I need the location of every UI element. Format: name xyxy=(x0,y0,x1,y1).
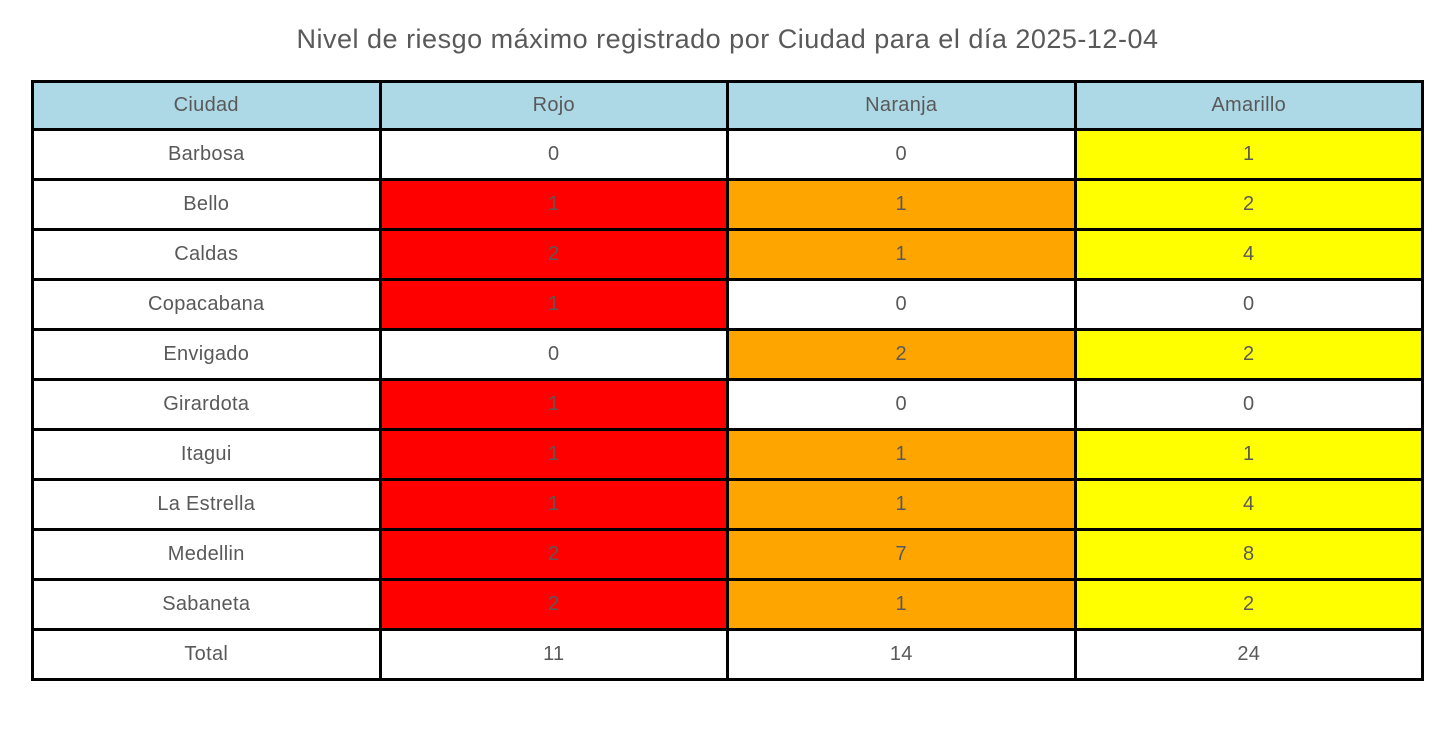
amarillo-cell: 1 xyxy=(1073,428,1424,481)
naranja-cell: 7 xyxy=(726,528,1077,581)
table-row: Medellin 2 7 8 xyxy=(31,528,1424,581)
rojo-cell: 0 xyxy=(378,128,729,181)
rojo-cell: 11 xyxy=(378,628,729,681)
header-row: Ciudad Rojo Naranja Amarillo xyxy=(31,80,1424,131)
city-cell: Itagui xyxy=(31,428,382,481)
city-cell: Sabaneta xyxy=(31,578,382,631)
rojo-cell: 0 xyxy=(378,328,729,381)
rojo-cell: 1 xyxy=(378,378,729,431)
rojo-cell: 2 xyxy=(378,528,729,581)
amarillo-cell: 4 xyxy=(1073,478,1424,531)
table-row: Copacabana 1 0 0 xyxy=(31,278,1424,331)
amarillo-cell: 1 xyxy=(1073,128,1424,181)
city-cell: Girardota xyxy=(31,378,382,431)
total-row: Total 11 14 24 xyxy=(31,628,1424,681)
amarillo-cell: 2 xyxy=(1073,328,1424,381)
naranja-cell: 0 xyxy=(726,378,1077,431)
amarillo-cell: 24 xyxy=(1073,628,1424,681)
amarillo-cell: 2 xyxy=(1073,578,1424,631)
table-row: Itagui 1 1 1 xyxy=(31,428,1424,481)
table-row: Girardota 1 0 0 xyxy=(31,378,1424,431)
naranja-cell: 14 xyxy=(726,628,1077,681)
naranja-cell: 0 xyxy=(726,278,1077,331)
rojo-cell: 1 xyxy=(378,178,729,231)
table-row: Envigado 0 2 2 xyxy=(31,328,1424,381)
header-rojo: Rojo xyxy=(378,80,729,131)
rojo-cell: 2 xyxy=(378,578,729,631)
table-row: Bello 1 1 2 xyxy=(31,178,1424,231)
header-ciudad: Ciudad xyxy=(31,80,382,131)
amarillo-cell: 8 xyxy=(1073,528,1424,581)
naranja-cell: 1 xyxy=(726,578,1077,631)
amarillo-cell: 0 xyxy=(1073,378,1424,431)
city-cell: Total xyxy=(31,628,382,681)
header-naranja: Naranja xyxy=(726,80,1077,131)
city-cell: Caldas xyxy=(31,228,382,281)
table-row: La Estrella 1 1 4 xyxy=(31,478,1424,531)
risk-table: Ciudad Rojo Naranja Amarillo Barbosa 0 0 1 B… xyxy=(31,80,1424,681)
city-cell: La Estrella xyxy=(31,478,382,531)
city-cell: Barbosa xyxy=(31,128,382,181)
naranja-cell: 0 xyxy=(726,128,1077,181)
city-cell: Copacabana xyxy=(31,278,382,331)
amarillo-cell: 4 xyxy=(1073,228,1424,281)
naranja-cell: 2 xyxy=(726,328,1077,381)
table-row: Sabaneta 2 1 2 xyxy=(31,578,1424,631)
amarillo-cell: 0 xyxy=(1073,278,1424,331)
risk-report-page: Nivel de riesgo máximo registrado por Ci… xyxy=(0,24,1455,681)
rojo-cell: 2 xyxy=(378,228,729,281)
naranja-cell: 1 xyxy=(726,428,1077,481)
amarillo-cell: 2 xyxy=(1073,178,1424,231)
table-row: Caldas 2 1 4 xyxy=(31,228,1424,281)
rojo-cell: 1 xyxy=(378,478,729,531)
naranja-cell: 1 xyxy=(726,178,1077,231)
naranja-cell: 1 xyxy=(726,478,1077,531)
table-row: Barbosa 0 0 1 xyxy=(31,128,1424,181)
city-cell: Medellin xyxy=(31,528,382,581)
rojo-cell: 1 xyxy=(378,428,729,481)
rojo-cell: 1 xyxy=(378,278,729,331)
city-cell: Envigado xyxy=(31,328,382,381)
city-cell: Bello xyxy=(31,178,382,231)
header-amarillo: Amarillo xyxy=(1073,80,1424,131)
page-title: Nivel de riesgo máximo registrado por Ci… xyxy=(296,24,1159,54)
naranja-cell: 1 xyxy=(726,228,1077,281)
